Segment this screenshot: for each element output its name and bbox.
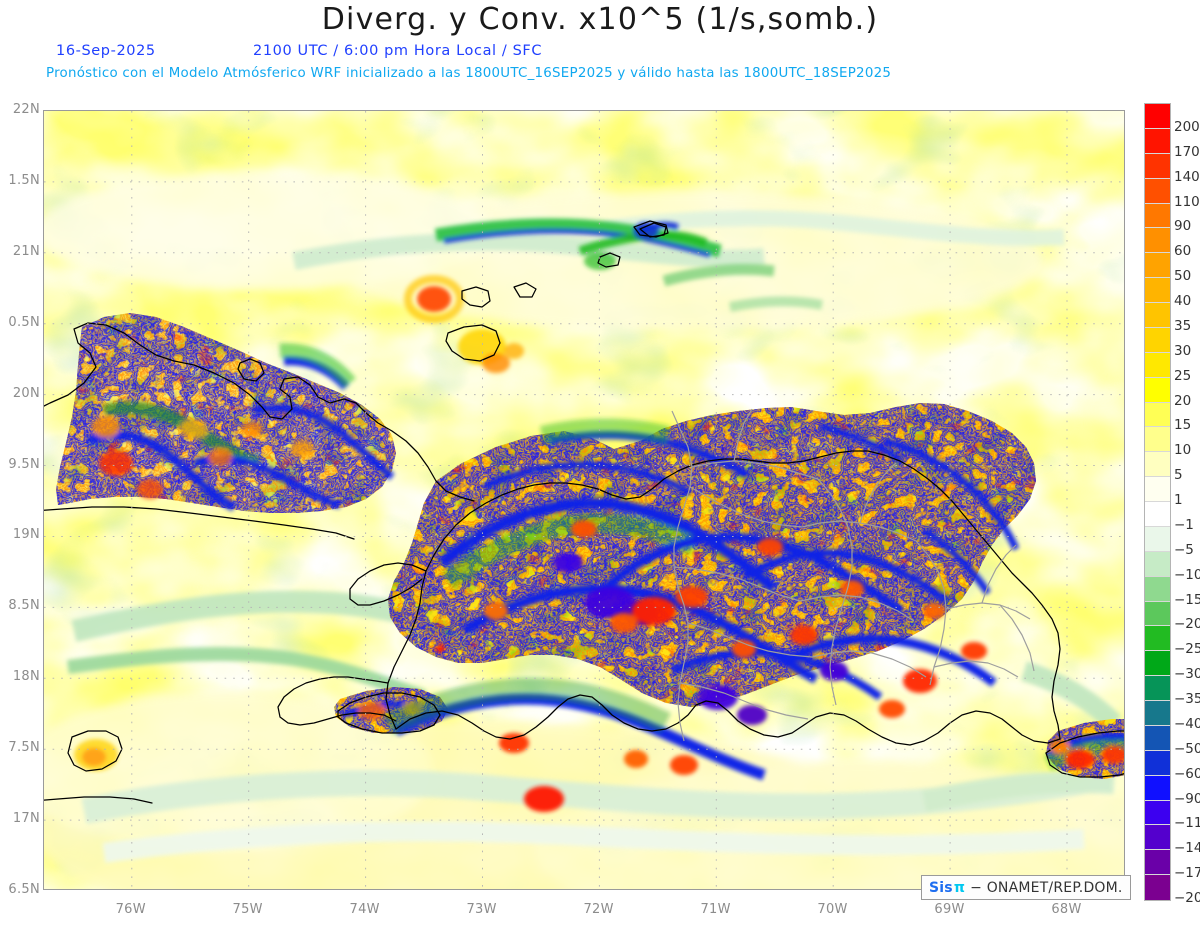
colorbar-swatch (1145, 725, 1170, 751)
colorbar-tick-label: −110 (1174, 815, 1200, 832)
colorbar-tick-label: −10 (1174, 566, 1200, 583)
colorbar-tick-label: −90 (1174, 790, 1200, 807)
lat-tick-label: 22N (12, 102, 40, 117)
colorbar-tick-label: 35 (1174, 317, 1192, 334)
colorbar-swatch (1145, 576, 1170, 602)
weather-map-panel[interactable] (43, 110, 1125, 890)
colorbar-swatch (1145, 825, 1170, 851)
colorbar-tick-label: −40 (1174, 715, 1200, 732)
lon-tick-label: 73W (466, 902, 497, 917)
lat-tick-label: 17N (12, 811, 40, 827)
colorbar-tick-label: 90 (1174, 218, 1192, 235)
colorbar-swatch (1145, 850, 1170, 876)
colorbar-swatch (1145, 402, 1170, 428)
colorbar-swatch (1145, 676, 1170, 701)
lon-tick-label: 75W (232, 902, 263, 917)
colorbar-swatch (1145, 228, 1170, 254)
colorbar-tick-label: 50 (1174, 268, 1192, 285)
colorbar-tick-label: 10 (1174, 442, 1192, 459)
colorbar-swatch (1145, 278, 1170, 303)
colorbar-tick-label: −50 (1174, 740, 1200, 757)
lon-tick-label: 72W (583, 902, 614, 917)
colorbar-swatch (1145, 750, 1170, 776)
lon-tick-label: 68W (1051, 902, 1082, 917)
colorbar-tick-label: −15 (1174, 591, 1200, 608)
divergence-convergence-field (44, 111, 1124, 889)
colorbar-swatch (1145, 253, 1170, 279)
attribution-logo: Sis π − ONAMET/REP.DOM. (921, 875, 1131, 900)
colorbar-swatch (1145, 303, 1170, 328)
colorbar-tick-label: 30 (1174, 342, 1192, 359)
lat-tick-label: 6.5N (8, 882, 40, 897)
colorbar-swatch (1145, 701, 1170, 726)
colorbar-swatch (1145, 377, 1170, 403)
colorbar-swatch (1145, 601, 1170, 627)
lat-tick-label: 20N (12, 385, 40, 401)
colorbar-tick-label: −5 (1174, 541, 1194, 558)
colorbar-tick-label: 25 (1174, 367, 1192, 384)
colorbar-tick-label: −1 (1174, 516, 1194, 533)
model-description: Pronóstico con el Modelo Atmósferico WRF… (46, 66, 892, 81)
colorbar-tick-label: 200 (1174, 118, 1200, 135)
colorbar-swatch (1145, 427, 1170, 453)
subtitle-row: 16-Sep-2025 2100 UTC / 6:00 pm Hora Loca… (0, 43, 1200, 63)
logo-sis-text: Sis (929, 879, 953, 896)
lon-tick-label: 76W (115, 902, 146, 917)
lat-tick-label: 1.5N (8, 172, 40, 188)
colorbar-tick-label: −20 (1174, 616, 1200, 633)
colorbar-swatch (1145, 327, 1170, 353)
lat-tick-label: 0.5N (8, 314, 40, 330)
colorbar-tick-label: −140 (1174, 840, 1200, 857)
colorbar-swatch (1145, 775, 1170, 801)
colorbar-swatch (1145, 104, 1170, 129)
colorbar-swatch (1145, 477, 1170, 502)
lat-tick-label: 19N (12, 527, 40, 543)
colorbar-tick-label: 20 (1174, 392, 1192, 409)
colorbar-swatch (1145, 203, 1170, 229)
lon-tick-label: 69W (934, 902, 965, 917)
colorbar-tick-label: −35 (1174, 691, 1200, 707)
lat-tick-label: 9.5N (8, 456, 40, 472)
colorbar-swatch (1145, 128, 1170, 154)
logo-pi-icon: π (953, 879, 966, 896)
colorbar-swatch (1145, 502, 1170, 527)
colorbar-tick-label: 40 (1174, 293, 1192, 309)
colorbar[interactable] (1144, 103, 1171, 901)
forecast-date: 16-Sep-2025 (56, 43, 156, 59)
colorbar-tick-label: −170 (1174, 865, 1200, 882)
lat-tick-label: 21N (12, 243, 40, 259)
colorbar-swatch (1145, 875, 1170, 900)
logo-org-text: − ONAMET/REP.DOM. (970, 879, 1123, 896)
colorbar-swatch (1145, 626, 1170, 652)
colorbar-swatch (1145, 526, 1170, 552)
header: Diverg. y Conv. x10^5 (1/s,somb.) 16-Sep… (0, 0, 1200, 92)
colorbar-swatch (1145, 651, 1170, 677)
colorbar-tick-label: 110 (1174, 193, 1200, 210)
colorbar-swatch (1145, 452, 1170, 478)
forecast-time: 2100 UTC / 6:00 pm Hora Local / SFC (253, 43, 543, 59)
lon-tick-label: 74W (349, 902, 380, 917)
colorbar-tick-label: −60 (1174, 765, 1200, 782)
colorbar-tick-label: −25 (1174, 641, 1200, 658)
colorbar-tick-label: −200 (1174, 890, 1200, 906)
colorbar-swatch (1145, 551, 1170, 577)
colorbar-tick-label: 15 (1174, 417, 1192, 434)
colorbar-tick-label: 60 (1174, 243, 1192, 260)
colorbar-swatch (1145, 352, 1170, 378)
lon-tick-label: 71W (700, 902, 731, 917)
colorbar-tick-label: −30 (1174, 666, 1200, 683)
lon-tick-label: 70W (817, 902, 848, 917)
colorbar-tick-label: 5 (1174, 467, 1183, 484)
colorbar-swatch (1145, 153, 1170, 179)
colorbar-tick-label: 170 (1174, 143, 1200, 160)
colorbar-tick-label: 1 (1174, 492, 1183, 508)
lat-tick-label: 8.5N (8, 598, 40, 614)
colorbar-swatch (1145, 800, 1170, 826)
lat-tick-label: 7.5N (8, 740, 40, 756)
colorbar-swatch (1145, 178, 1170, 204)
lat-tick-label: 18N (12, 669, 40, 685)
page-title: Diverg. y Conv. x10^5 (1/s,somb.) (321, 2, 879, 37)
colorbar-tick-label: 140 (1174, 168, 1200, 185)
